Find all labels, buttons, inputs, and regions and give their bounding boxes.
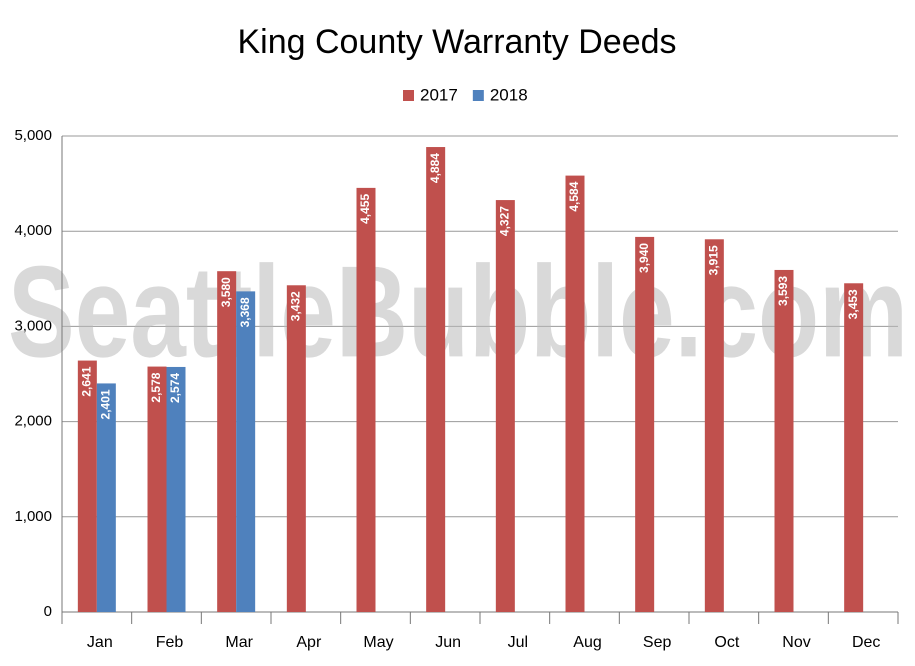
bar [236,291,256,612]
bar [286,285,306,612]
x-tick-label: Jul [508,634,528,651]
y-tick-label: 0 [44,603,52,620]
x-tick-label: Mar [225,634,253,651]
value-label: 3,368 [238,297,252,327]
bar [774,269,794,612]
bar [844,283,864,612]
value-label: 2,578 [149,372,163,402]
bar [565,175,585,612]
value-label: 3,453 [846,289,860,319]
x-tick-label: Jan [87,634,113,651]
bar [635,236,655,613]
bar [704,239,724,613]
x-tick-label: Aug [573,634,601,651]
value-label: 2,401 [99,389,113,419]
legend-label: 2017 [420,85,458,104]
value-label: 4,584 [567,181,581,211]
bar [77,360,97,612]
bar [356,187,376,612]
y-tick-label: 1,000 [14,508,52,525]
value-label: 3,593 [776,276,790,306]
x-tick-label: May [363,634,393,651]
value-label: 3,915 [707,245,721,275]
value-label: 3,940 [637,243,651,273]
value-label: 2,574 [168,373,182,403]
value-label: 4,455 [358,194,372,224]
x-tick-label: Oct [714,634,739,651]
x-tick-label: Nov [782,634,810,651]
bar [147,366,167,612]
x-tick-label: Dec [852,634,880,651]
value-label: 4,884 [428,153,442,183]
bar [426,147,446,612]
bar [96,383,116,612]
y-tick-label: 3,000 [14,317,52,334]
legend-swatch [472,90,484,101]
value-label: 4,327 [498,206,512,236]
legend-label: 2018 [490,85,528,104]
x-tick-label: Apr [296,634,322,651]
legend-swatch [403,90,414,101]
watermark: SeattleBubble.com [8,238,908,384]
bar [217,271,237,612]
value-label: 3,580 [219,277,233,307]
value-label: 3,432 [289,291,303,321]
x-tick-label: Feb [156,634,184,651]
x-tick-label: Sep [643,634,672,651]
bar [166,366,186,612]
y-tick-label: 5,000 [14,127,52,144]
x-tick-label: Jun [435,634,461,651]
bar [495,200,515,613]
value-label: 2,641 [80,366,94,396]
chart-title: King County Warranty Deeds [237,23,676,61]
y-tick-label: 4,000 [14,222,52,239]
y-tick-label: 2,000 [14,413,52,430]
